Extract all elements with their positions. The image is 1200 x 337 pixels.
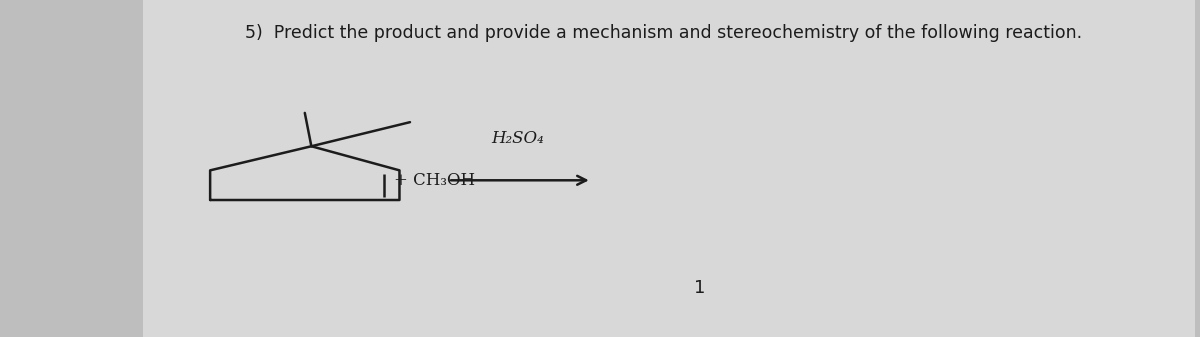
Text: 5)  Predict the product and provide a mechanism and stereochemistry of the follo: 5) Predict the product and provide a mec… (245, 24, 1082, 41)
Text: + CH₃OH: + CH₃OH (395, 172, 475, 189)
Text: 1: 1 (694, 279, 704, 297)
FancyBboxPatch shape (144, 0, 1195, 337)
Text: H₂SO₄: H₂SO₄ (491, 130, 544, 147)
